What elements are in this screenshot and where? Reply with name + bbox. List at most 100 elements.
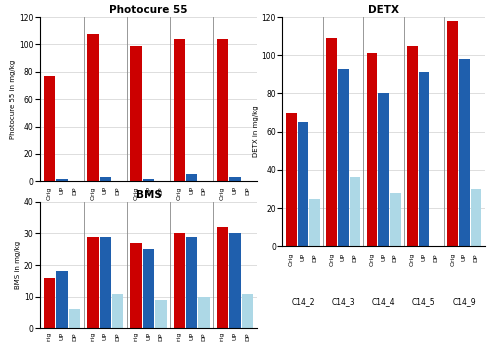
Text: C14_3: C14_3 (94, 218, 117, 226)
Bar (87, 34, 99, 181)
Text: Orig: Orig (410, 253, 415, 266)
Bar (198, 297, 210, 328)
Text: DP: DP (473, 253, 478, 262)
Y-axis label: Photocure 55 in mg/kg: Photocure 55 in mg/kg (10, 60, 16, 139)
Text: DP: DP (72, 186, 77, 195)
Bar (459, 59, 470, 246)
Text: Orig: Orig (47, 332, 52, 342)
Bar (390, 193, 400, 246)
Text: C14_4: C14_4 (137, 218, 160, 226)
Bar (174, 39, 185, 181)
Text: UP: UP (146, 186, 151, 194)
Bar (217, 39, 228, 181)
Bar (309, 198, 320, 246)
Text: Orig: Orig (450, 253, 455, 266)
Text: Orig: Orig (47, 186, 52, 200)
Text: C14_2: C14_2 (291, 297, 315, 306)
Y-axis label: BMS in mg/kg: BMS in mg/kg (15, 241, 21, 289)
Bar (130, 243, 142, 328)
Bar (338, 69, 348, 246)
Title: Photocure 55: Photocure 55 (109, 5, 188, 15)
Text: C14_5: C14_5 (412, 297, 436, 306)
Text: UP: UP (421, 253, 426, 261)
Text: UP: UP (381, 253, 386, 261)
Bar (378, 93, 389, 246)
Text: UP: UP (300, 253, 305, 261)
Title: DETX: DETX (368, 5, 399, 15)
Bar (229, 233, 241, 328)
Bar (44, 278, 55, 328)
Bar (174, 233, 185, 328)
Text: Orig: Orig (90, 186, 96, 200)
Bar (367, 53, 377, 246)
Bar (99, 177, 111, 181)
Text: UP: UP (103, 332, 108, 340)
Text: Orig: Orig (177, 332, 182, 342)
Text: UP: UP (189, 332, 194, 340)
Text: DP: DP (201, 332, 207, 341)
Bar (297, 122, 308, 246)
Bar (242, 293, 253, 328)
Bar (112, 293, 123, 328)
Text: DP: DP (115, 332, 120, 341)
Text: DP: DP (201, 186, 207, 195)
Bar (56, 272, 68, 328)
Text: C14_3: C14_3 (332, 297, 355, 306)
Title: BMS: BMS (136, 189, 161, 200)
Bar (447, 21, 458, 246)
Text: Orig: Orig (220, 332, 225, 342)
Text: DP: DP (352, 253, 357, 262)
Text: Orig: Orig (220, 186, 225, 200)
Bar (99, 237, 111, 328)
Text: Orig: Orig (90, 332, 96, 342)
Text: DP: DP (245, 332, 250, 341)
Text: Orig: Orig (329, 253, 334, 266)
Bar (217, 227, 228, 328)
Text: UP: UP (233, 186, 238, 194)
Bar (69, 309, 80, 328)
Text: UP: UP (189, 186, 194, 194)
Text: UP: UP (462, 253, 467, 261)
Bar (87, 237, 99, 328)
Text: C14_5: C14_5 (180, 218, 203, 226)
Text: Orig: Orig (289, 253, 294, 266)
Text: C14_9: C14_9 (223, 218, 247, 226)
Text: C14_4: C14_4 (372, 297, 396, 306)
Bar (286, 113, 297, 246)
Text: DP: DP (312, 253, 317, 262)
Bar (419, 73, 429, 246)
Bar (143, 179, 154, 181)
Text: UP: UP (59, 332, 64, 340)
Bar (349, 177, 360, 246)
Bar (130, 46, 142, 181)
Bar (407, 46, 418, 246)
Bar (44, 76, 55, 181)
Bar (326, 38, 337, 246)
Text: C14_2: C14_2 (50, 218, 74, 226)
Text: DP: DP (158, 186, 163, 195)
Bar (186, 237, 198, 328)
Bar (155, 300, 167, 328)
Text: UP: UP (103, 186, 108, 194)
Text: UP: UP (146, 332, 151, 340)
Text: UP: UP (233, 332, 238, 340)
Text: Orig: Orig (134, 332, 139, 342)
Bar (186, 174, 198, 181)
Text: DP: DP (72, 332, 77, 341)
Bar (56, 179, 68, 181)
Y-axis label: DETX in mg/kg: DETX in mg/kg (252, 106, 258, 157)
Text: UP: UP (59, 186, 64, 194)
Text: Orig: Orig (370, 253, 375, 266)
Text: UP: UP (341, 253, 346, 261)
Text: DP: DP (393, 253, 397, 262)
Bar (143, 249, 154, 328)
Text: DP: DP (245, 186, 250, 195)
Text: DP: DP (433, 253, 438, 262)
Bar (229, 177, 241, 181)
Text: DP: DP (158, 332, 163, 341)
Bar (471, 189, 481, 246)
Text: C14_9: C14_9 (452, 297, 476, 306)
Text: DP: DP (115, 186, 120, 195)
Text: Orig: Orig (177, 186, 182, 200)
Text: Orig: Orig (134, 186, 139, 200)
